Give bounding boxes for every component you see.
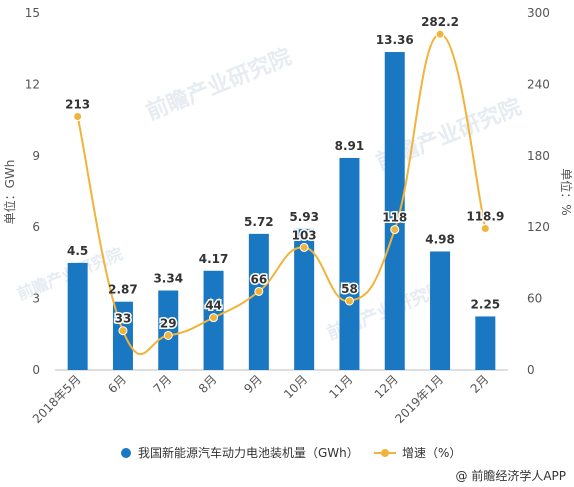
line-point: [209, 313, 219, 323]
line-series: [73, 29, 490, 356]
bar: [339, 157, 360, 370]
bar-value-label: 13.36: [376, 33, 414, 47]
bar-value-label: 4.17: [199, 252, 229, 266]
y-left-tick-label: 3: [32, 292, 40, 306]
x-tick-label: 2018年5月: [30, 372, 84, 426]
line-value-label: 103: [292, 228, 317, 242]
legend: 我国新能源汽车动力电池装机量（GWh） 增速（%）: [121, 445, 461, 460]
x-tick-label: 8月: [196, 372, 220, 396]
bar: [475, 316, 496, 370]
line-value-label: 118.9: [466, 210, 504, 224]
bar: [67, 262, 88, 370]
bar-value-label: 5.93: [289, 210, 319, 224]
line-point: [344, 296, 354, 306]
line-point: [299, 242, 309, 252]
x-tick-label: 2月: [468, 372, 492, 396]
line-value-label: 44: [205, 299, 222, 313]
line-point: [390, 225, 400, 235]
legend-bar-swatch: [121, 448, 131, 458]
bar: [294, 228, 315, 370]
y-left-tick-label: 9: [32, 149, 40, 163]
y-right-tick-label: 60: [527, 292, 542, 306]
y-right-axis-title: 单位：%: [559, 168, 574, 215]
y-right-tick-label: 120: [527, 220, 550, 234]
line-value-label: 213: [65, 98, 90, 112]
y-right-tick-label: 300: [527, 6, 550, 20]
x-tick-label: 2019年1月: [392, 372, 446, 426]
line-value-label: 58: [341, 282, 358, 296]
x-tick-label: 6月: [105, 372, 129, 396]
y-left-tick-label: 0: [32, 363, 40, 377]
bar: [248, 233, 269, 370]
line-point: [435, 29, 445, 39]
line-value-label: 29: [160, 316, 177, 330]
bar: [430, 251, 451, 370]
x-tick-label: 9月: [241, 372, 265, 396]
x-tick-label: 10月: [281, 372, 310, 401]
legend-line-label: 增速（%）: [402, 446, 461, 460]
bar: [158, 290, 179, 370]
bar-value-label: 3.34: [153, 272, 183, 286]
x-tick-label: 12月: [372, 372, 401, 401]
y-left-axis-title: 单位：GWh: [2, 160, 17, 225]
y-left-tick-label: 15: [25, 6, 40, 20]
legend-line-marker: [381, 449, 389, 457]
line-value-label: 33: [115, 312, 132, 326]
line-point: [163, 330, 173, 340]
watermark-background-0: 前瞻产业研究院: [143, 44, 296, 126]
bar-value-label: 2.87: [108, 283, 138, 297]
y-right-tick-label: 0: [527, 363, 535, 377]
line-point: [254, 286, 264, 296]
y-left-tick-label: 12: [25, 77, 40, 91]
line-value-label: 118: [382, 211, 407, 225]
y-left-tick-label: 6: [32, 220, 40, 234]
legend-bar-label: 我国新能源汽车动力电池装机量（GWh）: [138, 445, 359, 460]
line-value-label: 66: [250, 272, 267, 286]
x-tick-label: 11月: [326, 372, 355, 401]
line-value-label: 282.2: [421, 15, 459, 29]
watermark-credit: @ 前瞻经济学人APP: [456, 468, 567, 483]
bar-value-label: 8.91: [335, 139, 365, 153]
y-right-tick-label: 180: [527, 149, 550, 163]
bar-value-label: 5.72: [244, 215, 274, 229]
line-point: [118, 326, 128, 336]
x-tick-label: 7月: [151, 372, 175, 396]
bar-value-label: 2.25: [471, 297, 501, 311]
line-point: [480, 224, 490, 234]
bar-value-label: 4.98: [425, 232, 455, 246]
bar-value-label: 4.5: [67, 244, 88, 258]
bar-series: [67, 52, 496, 370]
line-point: [73, 112, 83, 122]
y-right-tick-label: 240: [527, 77, 550, 91]
bar: [384, 52, 405, 370]
data-labels: 4.5 2.87 3.34 4.17 5.72 5.93 8.91 13.36 4.98 2.25…: [64, 14, 506, 332]
